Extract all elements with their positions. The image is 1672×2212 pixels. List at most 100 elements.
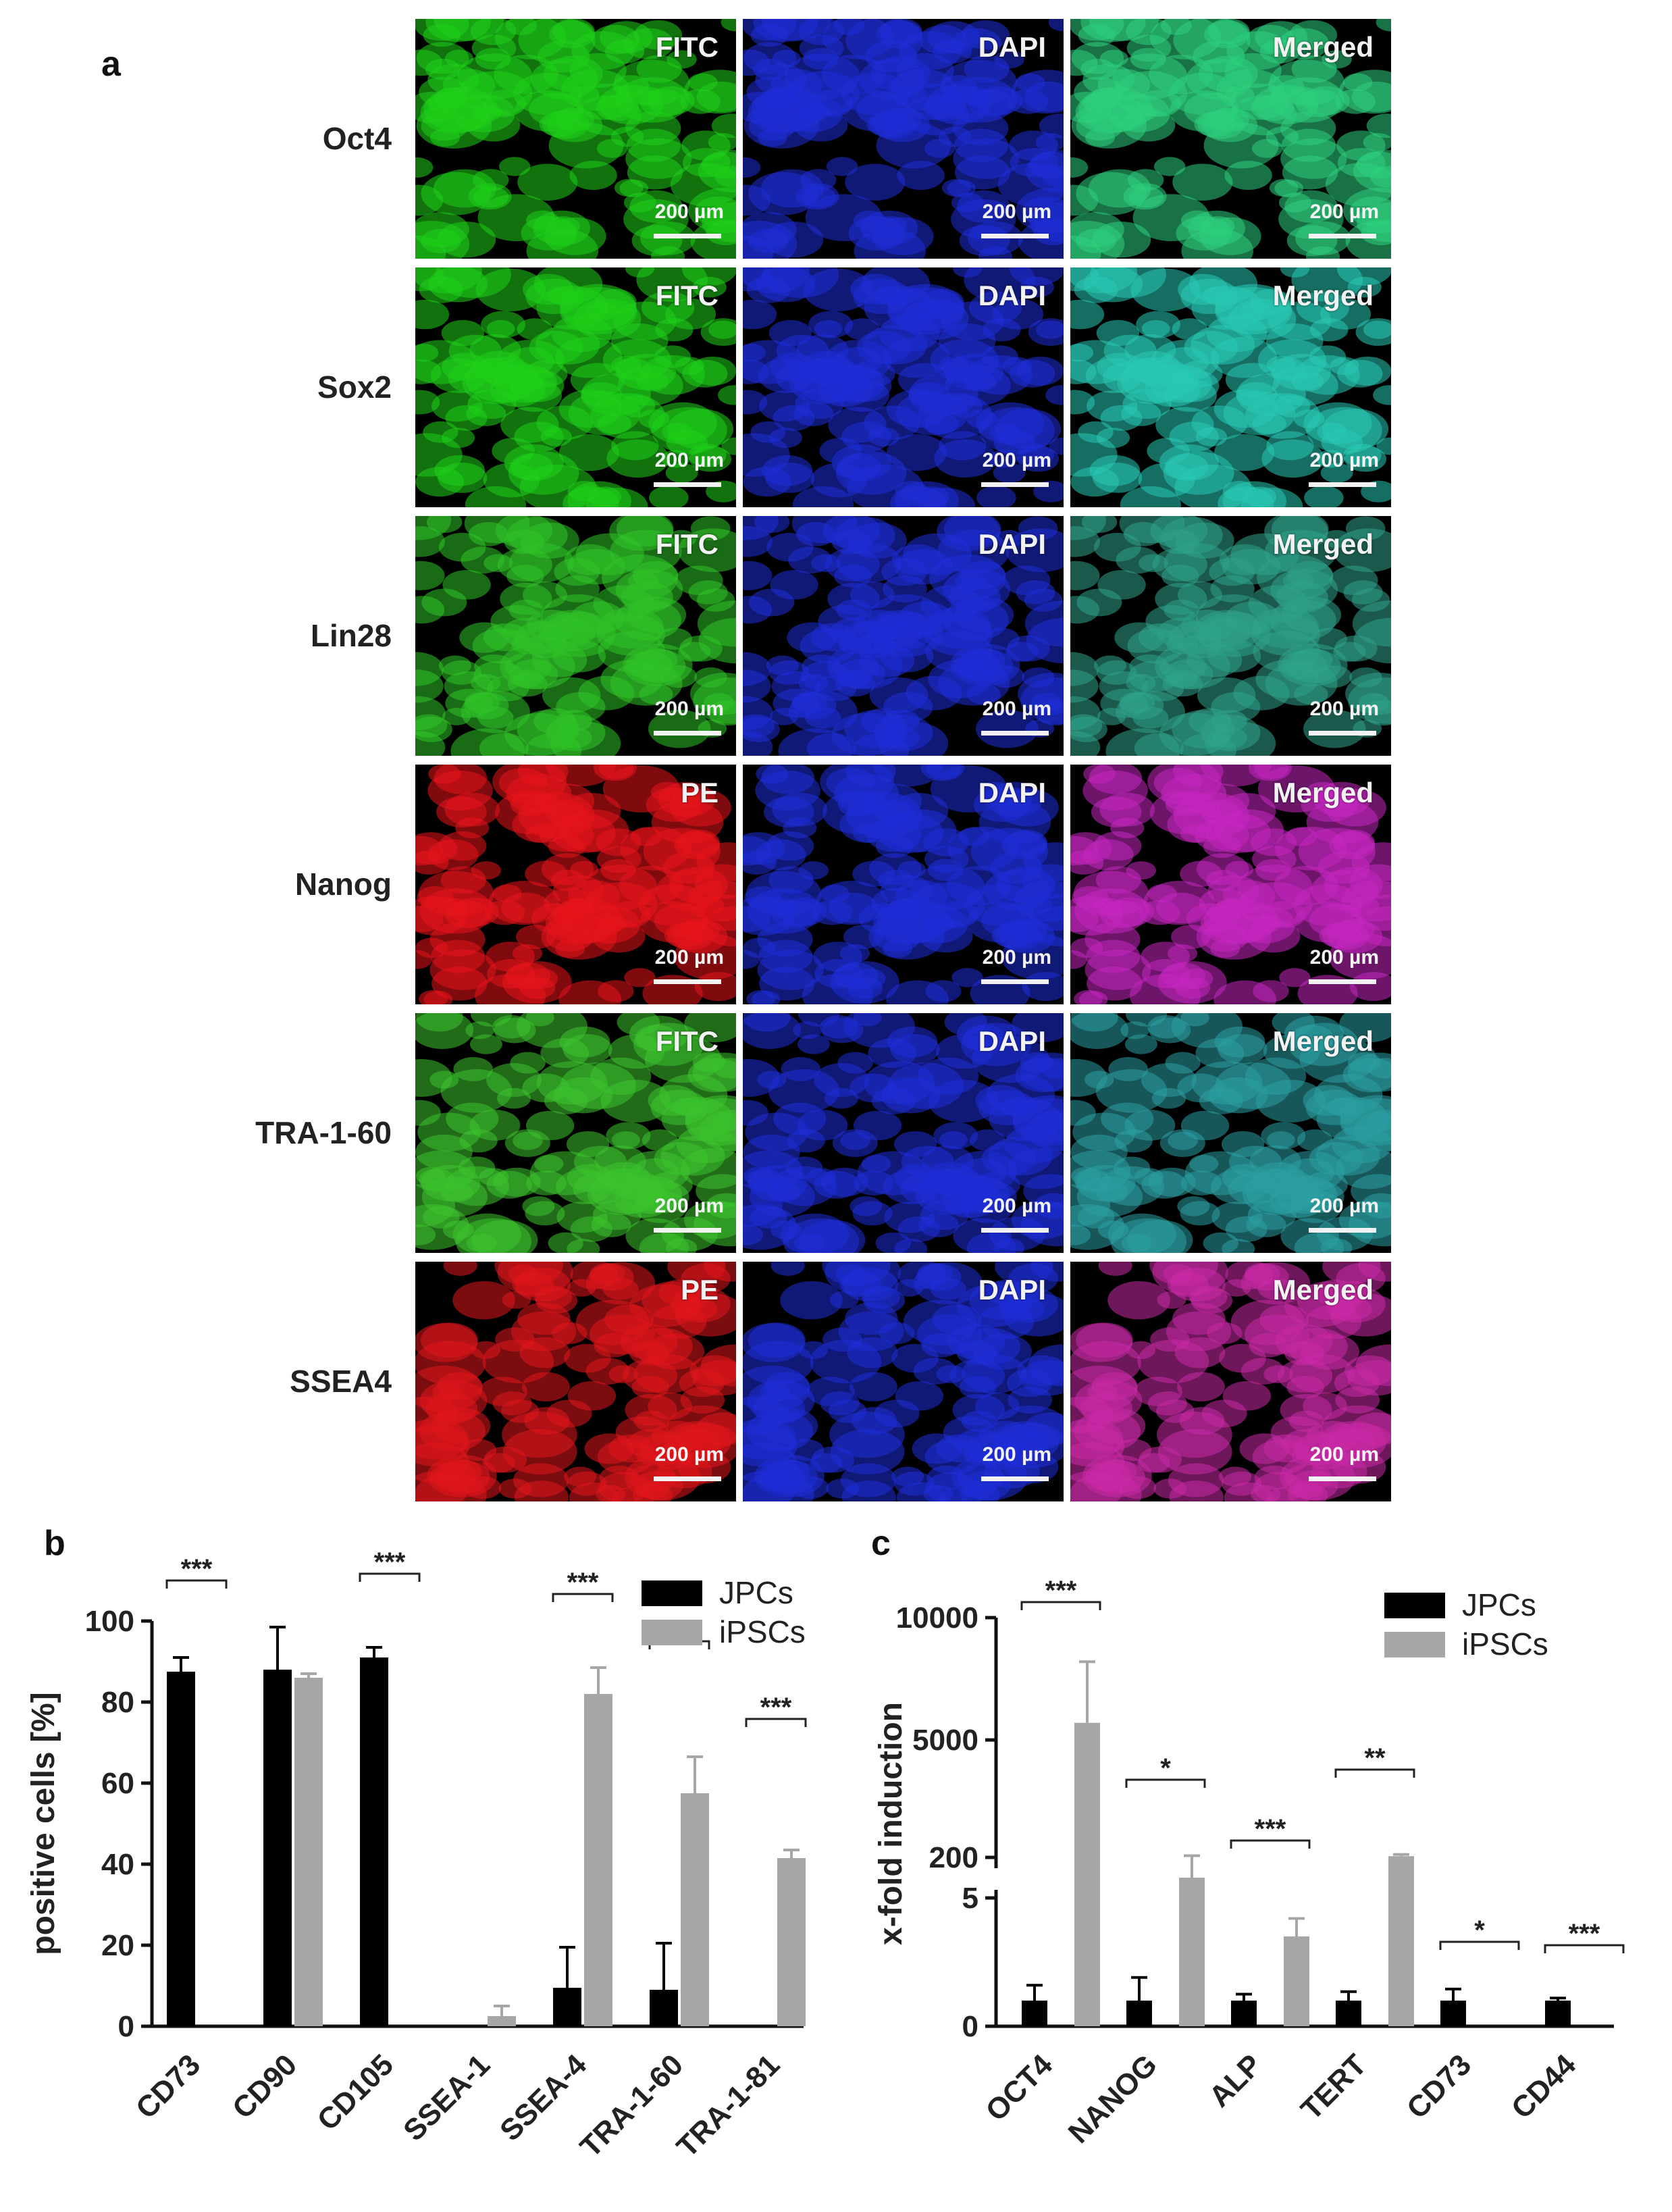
- micrograph-nanog-dapi: DAPI 200 µm: [743, 765, 1064, 1004]
- scale-bar: [654, 482, 721, 487]
- scale-bar: [981, 979, 1049, 984]
- bar-jpcs-tra-1-60: [650, 1990, 678, 2026]
- scale-label: 200 µm: [654, 201, 724, 223]
- channel-label: FITC: [655, 31, 719, 63]
- scale-label: 200 µm: [654, 1195, 724, 1217]
- scale-bar: [981, 234, 1049, 238]
- scale-bar: [1309, 979, 1376, 984]
- scale-bar: [981, 1228, 1049, 1233]
- channel-label: DAPI: [978, 280, 1046, 311]
- y-axis-label: positive cells [%]: [26, 1692, 61, 1955]
- micrograph-sox2-fitc: FITC 200 µm: [415, 267, 736, 507]
- chart-c-x-fold-induction: 0 5 200 5000 10000 x-fold induction OCT4 NANOG A…: [873, 1576, 1625, 2150]
- scale-label: 200 µm: [654, 449, 724, 471]
- scale-bar: [1309, 731, 1376, 736]
- scale-bar: [654, 731, 721, 736]
- y-tick-label: 5000: [912, 1724, 978, 1757]
- y-tick-label: 100: [85, 1605, 134, 1638]
- x-tick-label-tra-1-60: TRA-1-60: [574, 2048, 689, 2163]
- scale-bar: [654, 979, 721, 984]
- y-tick-label: 20: [101, 1929, 134, 1962]
- micrograph-lin28-fitc: FITC 200 µm: [415, 516, 736, 756]
- significance-bracket: [552, 1593, 614, 1602]
- bar-ipscs-ssea-1: [488, 2016, 516, 2026]
- x-tick-label-cd90: CD90: [226, 2048, 303, 2125]
- chart-b-positive-cells: 0 20 40 60 80 100 positive cells [%] CD73 CD90 CD…: [26, 1547, 807, 2164]
- legend-label-jpcs: JPCs: [1462, 1587, 1536, 1622]
- y-axis-label: x-fold induction: [873, 1702, 909, 1945]
- x-tick-label-cd44: CD44: [1505, 2048, 1583, 2126]
- scale-bar: [1309, 482, 1376, 487]
- significance-label: *: [1474, 1915, 1485, 1945]
- micrograph-nanog-merged: Merged 200 µm: [1070, 765, 1391, 1004]
- bar-ipscs-tra-1-81: [777, 1858, 806, 2026]
- significance-bracket: [165, 1579, 228, 1589]
- significance-bracket: [359, 1572, 421, 1582]
- scale-bar: [981, 1476, 1049, 1481]
- bar-jpcs-alp: [1231, 2001, 1257, 2026]
- x-tick-label-ssea-1: SSEA-1: [397, 2048, 496, 2147]
- channel-label: PE: [680, 777, 719, 808]
- legend-label-ipscs: iPSCs: [719, 1614, 806, 1649]
- channel-label: DAPI: [978, 777, 1046, 808]
- y-tick-label: 200: [929, 1841, 978, 1874]
- x-tick-label-nanog: NANOG: [1062, 2048, 1164, 2149]
- bar-jpcs-oct4: [1022, 2001, 1047, 2026]
- scale-label: 200 µm: [1309, 946, 1379, 969]
- channel-label: Merged: [1272, 1274, 1374, 1306]
- scale-label: 200 µm: [982, 201, 1051, 223]
- panel-letter-c: c: [871, 1524, 891, 1563]
- bar-ipscs-tert: [1388, 1856, 1414, 2026]
- row-label-sox2: Sox2: [317, 369, 392, 405]
- x-tick-label-ssea-4: SSEA-4: [494, 2048, 593, 2147]
- significance-bracket: [1334, 1768, 1415, 1778]
- y-tick-label: 60: [101, 1767, 134, 1800]
- micrograph-ssea4-dapi: DAPI 200 µm: [743, 1262, 1064, 1501]
- scale-label: 200 µm: [1309, 698, 1379, 720]
- scale-bar: [1309, 234, 1376, 238]
- bar-jpcs-cd90: [263, 1670, 292, 2026]
- bar-jpcs-cd44: [1545, 2001, 1571, 2026]
- legend-swatch-jpcs: [642, 1580, 702, 1606]
- scale-label: 200 µm: [1309, 1195, 1379, 1217]
- x-tick-label-tra-1-81: TRA-1-81: [671, 2048, 786, 2163]
- y-tick-label: 0: [962, 2010, 978, 2043]
- bar-jpcs-cd73: [167, 1672, 195, 2026]
- bar-ipscs-nanog: [1179, 1878, 1205, 2026]
- row-label-ssea4: SSEA4: [290, 1363, 392, 1399]
- scale-label: 200 µm: [1309, 201, 1379, 223]
- micrograph-lin28-merged: Merged 200 µm: [1070, 516, 1391, 756]
- bar-ipscs-alp: [1284, 1936, 1309, 2026]
- micrograph-oct4-dapi: DAPI 200 µm: [743, 19, 1064, 259]
- significance-label: *: [1160, 1753, 1171, 1783]
- scale-bar: [654, 1228, 721, 1233]
- scale-label: 200 µm: [1309, 449, 1379, 471]
- y-tick-label: 5: [962, 1882, 978, 1915]
- channel-label: FITC: [655, 528, 719, 560]
- significance-label: ***: [181, 1554, 213, 1584]
- significance-bracket: [1020, 1601, 1101, 1610]
- scale-label: 200 µm: [982, 449, 1051, 471]
- significance-bracket: [1230, 1839, 1311, 1849]
- row-label-lin28: Lin28: [310, 617, 392, 653]
- microscopy-grid: Oct4 FITC 200 µm DAPI 200 µm Merged 200 µm Sox2…: [255, 19, 1391, 1501]
- micrograph-oct4-merged: Merged 200 µm: [1070, 19, 1391, 259]
- legend-label-ipscs: iPSCs: [1462, 1626, 1548, 1662]
- channel-label: DAPI: [978, 1274, 1046, 1306]
- bar-jpcs-nanog: [1126, 2001, 1152, 2026]
- scale-label: 200 µm: [1309, 1443, 1379, 1466]
- row-label-nanog: Nanog: [294, 866, 392, 902]
- bar-jpcs-ssea-4: [553, 1988, 581, 2026]
- legend-label-jpcs: JPCs: [719, 1575, 793, 1610]
- significance-bracket: [745, 1718, 807, 1727]
- significance-bracket: [1125, 1778, 1206, 1788]
- y-tick-label: 0: [118, 2010, 134, 2043]
- legend-swatch-jpcs: [1384, 1593, 1445, 1618]
- scale-bar: [981, 731, 1049, 736]
- scale-label: 200 µm: [982, 1195, 1051, 1217]
- y-tick-label: 80: [101, 1686, 134, 1719]
- bar-jpcs-cd73: [1440, 2001, 1466, 2026]
- x-tick-label-tert: TERT: [1295, 2048, 1373, 2126]
- significance-label: ***: [1569, 1919, 1600, 1949]
- scale-label: 200 µm: [982, 698, 1051, 720]
